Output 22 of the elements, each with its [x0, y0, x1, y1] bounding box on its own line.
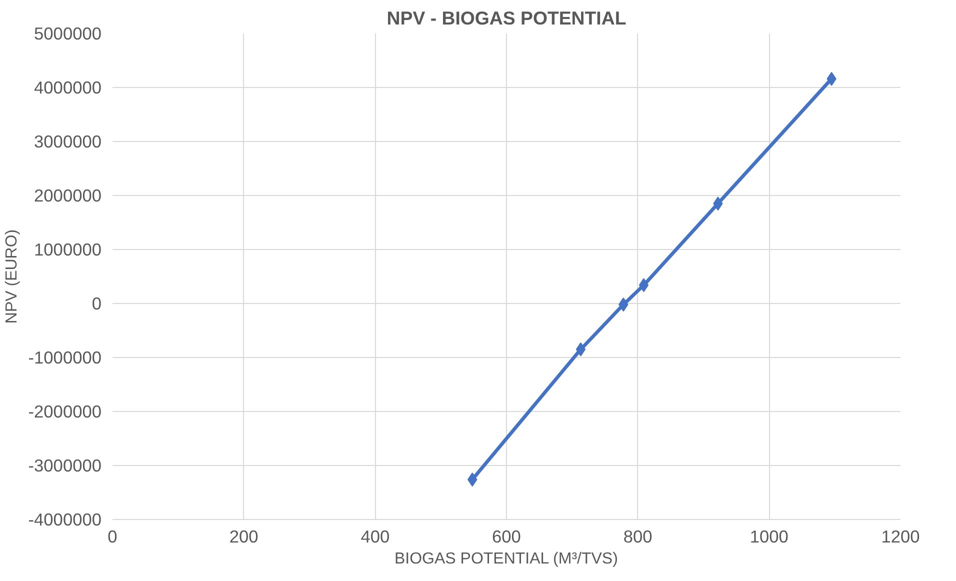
- y-tick-label: -2000000: [28, 402, 102, 422]
- y-tick-label: 1000000: [34, 240, 102, 260]
- y-tick-label: 0: [92, 294, 102, 314]
- x-tick-label: 600: [492, 526, 521, 546]
- x-axis-title: BIOGAS POTENTIAL (M³/TVS): [394, 550, 618, 568]
- y-tick-label: 4000000: [34, 78, 102, 98]
- y-tick-label: -1000000: [28, 348, 102, 368]
- y-tick-label: 3000000: [34, 132, 102, 152]
- x-tick-label: 1000: [750, 526, 788, 546]
- y-tick-label: -4000000: [28, 510, 102, 530]
- x-tick-label: 400: [360, 526, 390, 546]
- y-tick-label: 2000000: [34, 186, 102, 206]
- point: [638, 278, 649, 292]
- x-tick-label: 0: [108, 526, 118, 546]
- x-tick-label: 1200: [881, 526, 920, 546]
- chart-title: NPV - BIOGAS POTENTIAL: [386, 8, 626, 28]
- y-axis-title: NPV (EURO): [3, 229, 20, 324]
- x-tick-label: 800: [623, 526, 652, 546]
- point: [576, 342, 586, 356]
- y-tick-label: -3000000: [28, 456, 102, 476]
- y-tick-label: 5000000: [34, 24, 102, 44]
- x-tick-label: 200: [229, 526, 258, 546]
